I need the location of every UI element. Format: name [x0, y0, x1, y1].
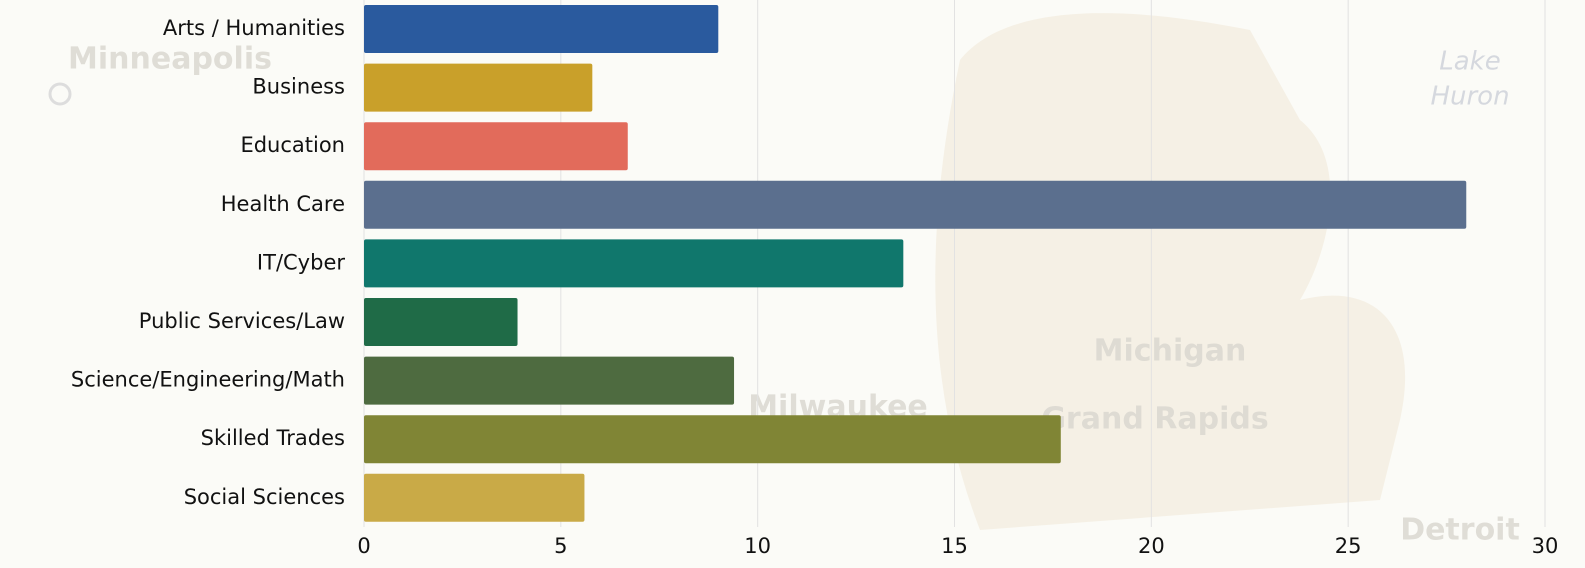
map-label: Huron	[1430, 82, 1509, 112]
x-tick-label: 0	[357, 534, 370, 558]
y-tick-label: Health Care	[221, 192, 345, 216]
bar	[364, 415, 1061, 464]
y-tick-label: Public Services/Law	[139, 309, 345, 333]
bar	[364, 122, 628, 171]
bar	[364, 298, 518, 346]
y-tick-label: IT/Cyber	[257, 250, 345, 274]
x-tick-label: 5	[554, 534, 567, 558]
y-tick-label: Social Sciences	[184, 485, 345, 509]
y-tick-label: Education	[240, 133, 345, 157]
map-city-marker	[48, 82, 72, 106]
x-tick-label: 20	[1138, 534, 1165, 558]
bar	[364, 473, 585, 522]
bar	[364, 180, 1467, 229]
bar	[364, 239, 904, 288]
x-tick-label: 30	[1532, 534, 1559, 558]
x-tick-label: 15	[941, 534, 968, 558]
map-label: Grand Rapids	[1041, 402, 1268, 437]
map-land	[935, 13, 1406, 530]
y-tick-label: Science/Engineering/Math	[71, 368, 345, 392]
bar	[364, 5, 719, 53]
map-label: Detroit	[1400, 513, 1520, 548]
x-tick-label: 25	[1335, 534, 1362, 558]
y-tick-label: Skilled Trades	[201, 426, 345, 450]
map-label: Michigan	[1094, 334, 1247, 369]
y-tick-label: Arts / Humanities	[163, 16, 345, 40]
map-label: Lake	[1439, 47, 1500, 77]
y-tick-label: Business	[252, 75, 345, 99]
map-label: Minneapolis	[68, 42, 272, 77]
x-tick-label: 10	[744, 534, 771, 558]
plot: 0 5 10 15 20 25 30 Arts / Humanities Business Edu…	[71, 0, 1558, 558]
bar	[364, 63, 593, 112]
bar	[364, 356, 735, 405]
